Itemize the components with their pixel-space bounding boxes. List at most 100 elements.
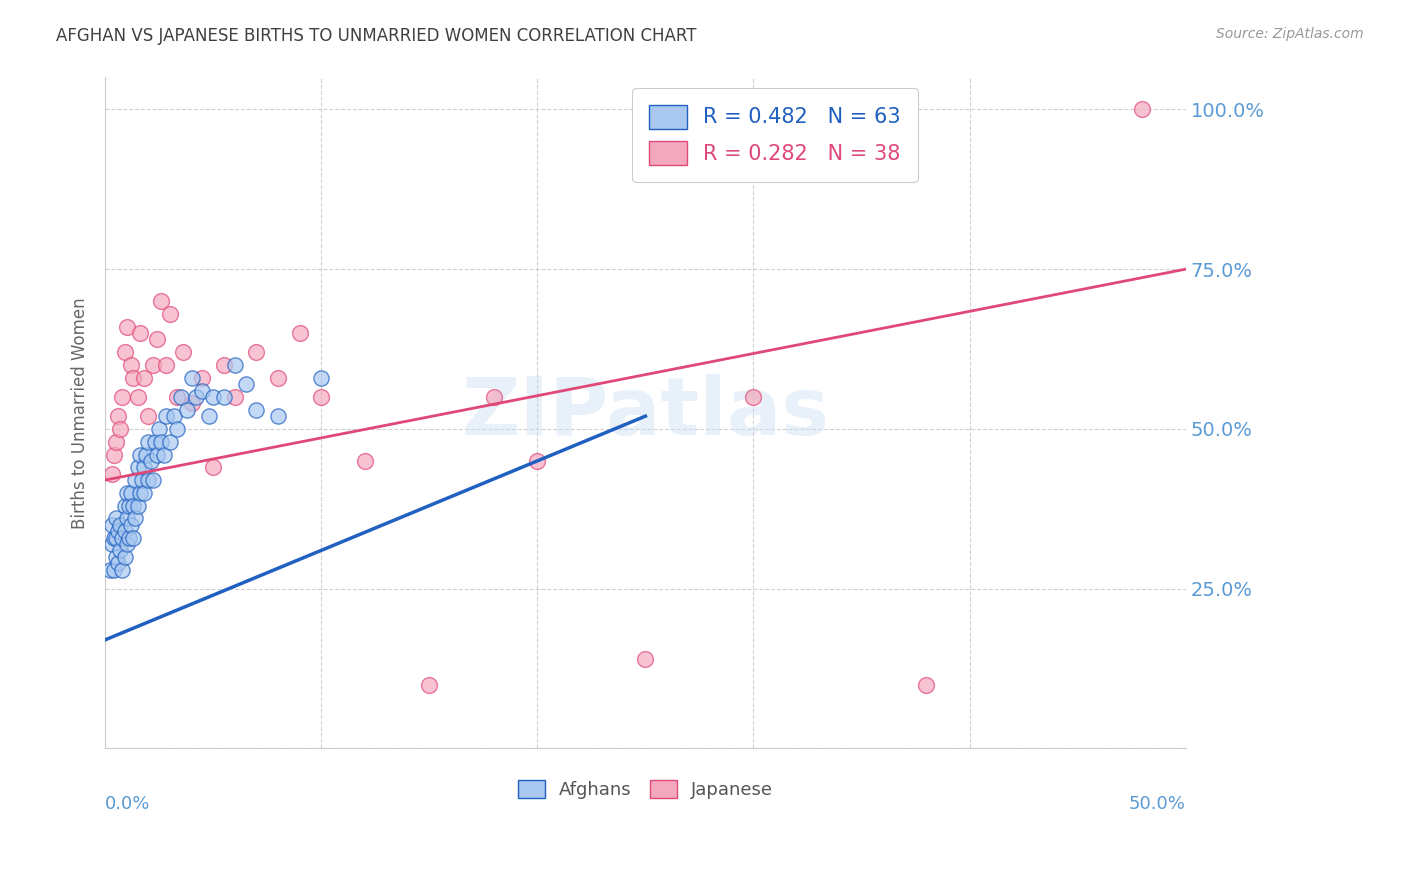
Legend: Afghans, Japanese: Afghans, Japanese <box>510 772 780 806</box>
Point <box>191 371 214 385</box>
Point <box>120 486 142 500</box>
Point <box>110 543 132 558</box>
Point <box>142 358 165 372</box>
Point <box>418 677 440 691</box>
Point <box>138 473 160 487</box>
Point <box>634 652 657 666</box>
Text: Source: ZipAtlas.com: Source: ZipAtlas.com <box>1216 27 1364 41</box>
Point <box>166 422 188 436</box>
Point <box>132 460 155 475</box>
Point <box>1132 103 1154 117</box>
Point <box>103 562 125 576</box>
Point <box>132 371 155 385</box>
Point <box>224 358 246 372</box>
Point <box>127 460 149 475</box>
Point <box>139 454 162 468</box>
Point <box>353 454 375 468</box>
Point <box>111 562 134 576</box>
Point <box>148 422 170 436</box>
Point <box>128 326 150 340</box>
Point <box>120 358 142 372</box>
Point <box>114 524 136 539</box>
Point <box>245 345 267 359</box>
Point <box>128 486 150 500</box>
Point <box>107 409 129 424</box>
Point <box>122 371 145 385</box>
Point <box>111 390 134 404</box>
Text: AFGHAN VS JAPANESE BIRTHS TO UNMARRIED WOMEN CORRELATION CHART: AFGHAN VS JAPANESE BIRTHS TO UNMARRIED W… <box>56 27 697 45</box>
Point <box>100 537 122 551</box>
Point <box>132 486 155 500</box>
Point <box>107 524 129 539</box>
Point <box>100 467 122 481</box>
Point <box>267 371 290 385</box>
Point <box>224 390 246 404</box>
Point <box>245 402 267 417</box>
Point <box>110 422 132 436</box>
Point <box>155 409 177 424</box>
Point <box>127 499 149 513</box>
Point <box>124 473 146 487</box>
Point <box>482 390 505 404</box>
Point <box>288 326 311 340</box>
Point <box>235 377 257 392</box>
Point <box>202 390 225 404</box>
Point <box>172 345 194 359</box>
Point <box>142 473 165 487</box>
Point <box>198 409 221 424</box>
Point <box>124 511 146 525</box>
Point <box>115 319 138 334</box>
Text: 50.0%: 50.0% <box>1129 796 1185 814</box>
Point <box>115 537 138 551</box>
Point <box>915 677 938 691</box>
Point <box>184 390 207 404</box>
Point <box>103 448 125 462</box>
Point <box>634 103 657 117</box>
Text: ZIPatlas: ZIPatlas <box>461 374 830 452</box>
Point <box>155 358 177 372</box>
Point <box>191 384 214 398</box>
Point <box>114 345 136 359</box>
Point <box>115 511 138 525</box>
Point <box>166 390 188 404</box>
Point <box>159 434 181 449</box>
Point <box>143 434 166 449</box>
Point <box>742 390 765 404</box>
Point <box>180 396 202 410</box>
Point <box>110 517 132 532</box>
Point <box>311 371 333 385</box>
Point <box>114 549 136 564</box>
Point <box>180 371 202 385</box>
Point <box>146 448 169 462</box>
Point <box>122 531 145 545</box>
Point <box>128 448 150 462</box>
Point <box>111 531 134 545</box>
Point <box>526 454 548 468</box>
Point <box>170 390 193 404</box>
Point <box>115 486 138 500</box>
Point <box>105 511 128 525</box>
Point <box>118 531 141 545</box>
Point <box>159 307 181 321</box>
Point <box>267 409 290 424</box>
Point <box>107 556 129 570</box>
Point <box>105 434 128 449</box>
Point <box>105 531 128 545</box>
Point <box>311 390 333 404</box>
Point <box>131 473 153 487</box>
Point <box>212 390 235 404</box>
Point <box>212 358 235 372</box>
Point <box>152 448 174 462</box>
Point <box>118 499 141 513</box>
Point <box>150 294 173 309</box>
Point <box>150 434 173 449</box>
Point <box>146 333 169 347</box>
Point <box>114 499 136 513</box>
Point <box>138 409 160 424</box>
Point <box>103 531 125 545</box>
Point <box>163 409 186 424</box>
Point <box>138 434 160 449</box>
Point <box>122 499 145 513</box>
Text: 0.0%: 0.0% <box>105 796 150 814</box>
Point <box>176 402 198 417</box>
